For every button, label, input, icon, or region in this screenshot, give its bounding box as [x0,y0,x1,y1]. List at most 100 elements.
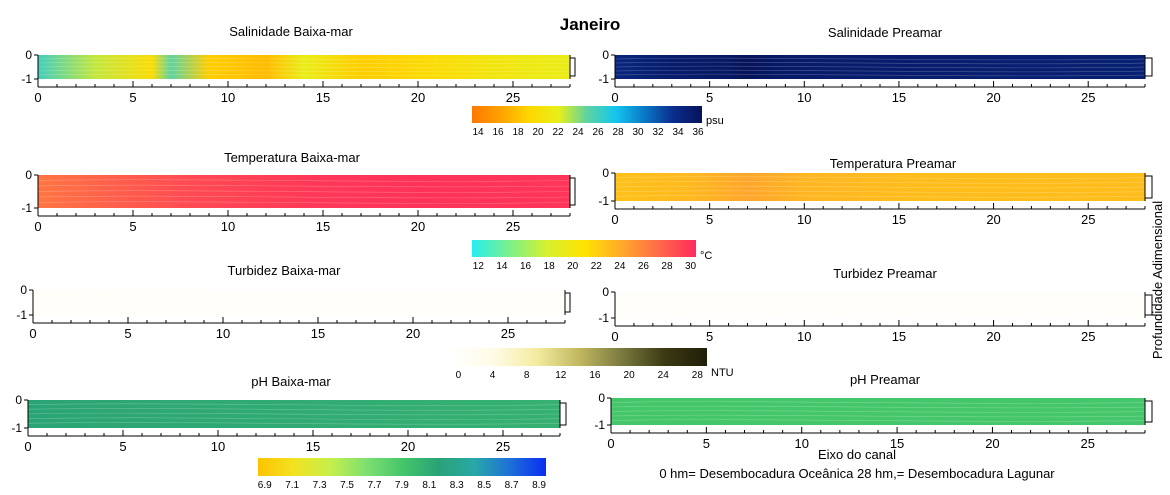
contour-line [37,195,571,199]
panel-title: Temperatura Baixa-mar [224,150,360,165]
y-tick-label: 0 [602,48,609,62]
y-tick-label: -1 [11,421,22,435]
x-tick-label: 15 [316,219,330,234]
colorbar-tick-label: 14 [496,261,508,272]
panel-title: Turbidez Preamar [833,266,937,281]
colorbar-tick-label: 24 [614,261,626,272]
field-turbidity-low [33,290,565,315]
contour-line [27,417,561,420]
colorbar-tick-label: 4 [490,370,496,381]
x-tick-label: 10 [797,212,811,227]
colorbar-tick-label: 30 [685,261,697,272]
y-tick-label: -1 [598,72,609,86]
contour-line [37,201,571,204]
x-tick-label: 0 [611,329,618,344]
field-temperature-high [615,173,1145,201]
contour-line [614,65,1146,69]
contour-line [614,61,1146,65]
contour-line [37,179,571,182]
x-tick-label: 10 [794,436,808,451]
colorbar-tick-label: 7.9 [395,480,409,491]
contour-line [32,309,566,312]
contour-line [614,73,1146,77]
colorbar-unit: °C [700,250,712,262]
colorbar-tick-label: 6.9 [258,480,272,491]
x-tick-label: 10 [216,326,230,341]
contour-line [614,308,1146,311]
colorbar-ph: 6.9 7.1 7.3 7.5 7.7 7.9 8.1 8.3 8.5 8.7 8.9 [258,458,546,491]
colorbar-turbidity: 0 4 8 12 16 20 24 28 NTU [451,348,734,381]
colorbar-tick-label: 7.5 [340,480,354,491]
y-tick-label: 0 [20,283,27,297]
contour-line [37,184,571,188]
contour-line [27,408,561,411]
colorbar-tick-label: 18 [544,261,556,272]
x-tick-label: 25 [1081,212,1095,227]
x-tick-label: 25 [506,90,520,105]
y-tick-label: 0 [598,391,605,405]
x-tick-label: 0 [611,90,618,105]
colorbar-tick-label: 22 [591,261,603,272]
x-tick-label: 5 [706,329,713,344]
x-tick-label: 0 [24,439,31,454]
contour-line [37,73,571,77]
colorbar-tick-label: 8 [524,370,530,381]
x-tick-label: 15 [890,436,904,451]
colorbar-tick-label: 26 [592,127,604,138]
colorbar-tick-label: 16 [589,370,601,381]
colorbar-tick-label: 8.9 [532,480,546,491]
x-tick-label: 15 [306,439,320,454]
x-tick-label: 15 [892,212,906,227]
contour-line [610,401,1146,404]
x-tick-label: 25 [1081,436,1095,451]
colorbar-tick-label: 7.3 [313,480,327,491]
colorbar-tick-label: 20 [567,261,579,272]
panel-title: Temperatura Preamar [830,156,957,171]
y-tick-label: 0 [602,166,609,180]
y-axis-title: Profundidade Adimensional [1150,201,1165,359]
y-tick-label: 0 [25,48,32,62]
colorbar-tick-label: 24 [658,370,670,381]
colorbar-tick-label: 20 [532,127,544,138]
colorbar-gradient [258,458,546,476]
colorbar-tick-label: 18 [512,127,524,138]
contour-line [614,176,1146,179]
x-tick-label: 20 [411,219,425,234]
colorbar-gradient [451,348,707,366]
contour-line [614,195,1146,198]
x-tick-label: 0 [34,219,41,234]
x-tick-label: 5 [124,326,131,341]
depth-bracket [1145,400,1153,423]
contour-line [27,422,561,425]
colorbar-tick-label: 16 [492,127,504,138]
contour-line [610,405,1146,409]
contour-line [614,190,1146,193]
x-tick-label: 25 [506,219,520,234]
panel-title: pH Preamar [850,372,921,387]
colorbar-tick-label: 24 [572,127,584,138]
colorbar-tick-label: 8.7 [505,480,519,491]
x-tick-label: 10 [797,329,811,344]
x-tick-label: 15 [311,326,325,341]
colorbar-tick-label: 7.1 [285,480,299,491]
contour-line [32,293,566,296]
x-tick-label: 15 [316,90,330,105]
contour-line [614,303,1146,307]
contour-line [32,297,566,300]
depth-bracket [1145,175,1153,199]
footer-axis-note: 0 hm= Desembocadura Oceânica 28 hm,= Des… [659,466,1055,481]
x-tick-label: 20 [986,329,1000,344]
contour-line [610,410,1146,413]
x-tick-label: 20 [986,212,1000,227]
y-tick-label: -1 [594,418,605,432]
y-tick-label: -1 [598,194,609,208]
colorbar-tick-label: 28 [692,370,704,381]
y-tick-label: 0 [25,168,32,182]
depth-bracket [1145,294,1153,316]
colorbar-temperature: 12 14 16 18 20 22 24 26 28 30°C [472,240,712,272]
contour-line [610,419,1146,422]
